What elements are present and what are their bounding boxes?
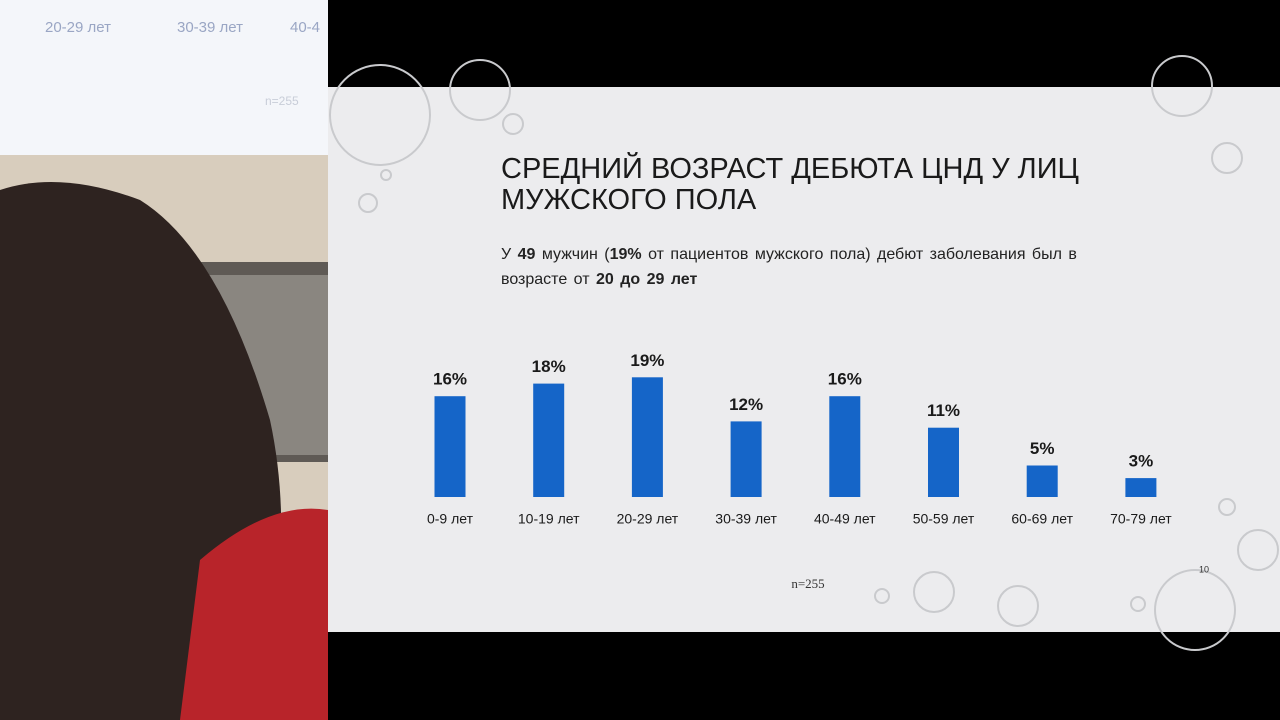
previous-slide [0, 0, 328, 155]
value-label: 19% [630, 351, 664, 370]
person-clothes [180, 508, 328, 720]
value-label: 16% [433, 370, 467, 389]
bar [434, 396, 466, 497]
water-drops [329, 55, 1279, 651]
subtitle-part: У [501, 246, 518, 263]
bar [829, 396, 861, 497]
chart-subtitle: У 49 мужчин (19% от пациентов мужского п… [501, 242, 1141, 292]
subtitle-part: мужчин ( [535, 246, 610, 263]
sample-size: n=255 [791, 576, 824, 591]
value-label: 16% [828, 370, 862, 389]
bar [1125, 478, 1157, 497]
x-tick-label: 20-29 лет [617, 511, 679, 527]
subtitle-part: 20 до 29 лет [595, 271, 698, 288]
value-label: 18% [532, 357, 566, 376]
prev-label: 20-29 лет [45, 19, 111, 36]
x-tick-label: 0-9 лет [427, 511, 474, 527]
prev-label: 40-4 [290, 19, 320, 36]
value-label: 11% [927, 401, 960, 420]
x-tick-label: 70-79 лет [1110, 511, 1172, 527]
chart-title: СРЕДНИЙ ВОЗРАСТ ДЕБЮТА ЦНД У ЛИЦ МУЖСКОГО… [501, 151, 1079, 216]
prev-note: n=255 [265, 94, 299, 108]
x-tick-label: 60-69 лет [1011, 511, 1073, 527]
bar [533, 383, 565, 497]
subtitle-part: от пациентов мужского пола) дебют заболе… [501, 246, 1077, 288]
bar [631, 377, 663, 497]
subtitle-part: 49 [517, 246, 536, 263]
x-tick-label: 10-19 лет [518, 511, 580, 527]
bar [928, 427, 959, 497]
value-label: 3% [1129, 452, 1154, 471]
x-tick-label: 40-49 лет [814, 511, 876, 527]
slide [328, 87, 1280, 632]
page-number: 10 [1199, 564, 1209, 574]
value-label: 12% [729, 395, 763, 414]
bar [730, 421, 762, 497]
bar [1026, 465, 1058, 497]
subtitle-part: 19% [609, 246, 642, 263]
x-tick-label: 50-59 лет [913, 511, 975, 527]
x-tick-label: 30-39 лет [715, 511, 777, 527]
value-label: 5% [1030, 439, 1055, 458]
prev-label: 30-39 лет [177, 19, 243, 36]
